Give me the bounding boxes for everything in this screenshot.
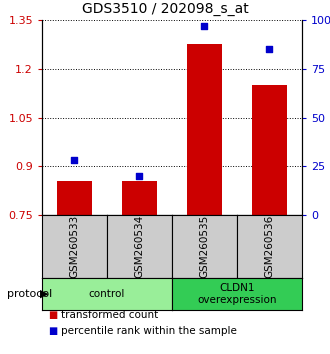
Point bbox=[267, 46, 272, 52]
Bar bbox=[57, 181, 92, 215]
Text: protocol: protocol bbox=[7, 289, 52, 299]
Text: transformed count: transformed count bbox=[61, 310, 158, 320]
Text: GSM260536: GSM260536 bbox=[265, 215, 275, 278]
Text: GSM260535: GSM260535 bbox=[200, 215, 210, 278]
Text: GDS3510 / 202098_s_at: GDS3510 / 202098_s_at bbox=[82, 2, 248, 16]
Bar bbox=[251, 85, 287, 215]
Point bbox=[202, 23, 207, 29]
Text: percentile rank within the sample: percentile rank within the sample bbox=[61, 326, 237, 336]
Bar bbox=[122, 181, 157, 215]
Text: GSM260533: GSM260533 bbox=[70, 215, 80, 278]
Point bbox=[72, 158, 77, 163]
Point bbox=[137, 173, 142, 179]
Bar bbox=[187, 44, 222, 215]
Text: control: control bbox=[89, 289, 125, 299]
Text: ■: ■ bbox=[48, 310, 57, 320]
Text: CLDN1
overexpression: CLDN1 overexpression bbox=[197, 283, 277, 305]
Text: ▶: ▶ bbox=[40, 289, 49, 299]
Text: ■: ■ bbox=[48, 326, 57, 336]
Text: GSM260534: GSM260534 bbox=[135, 215, 145, 278]
